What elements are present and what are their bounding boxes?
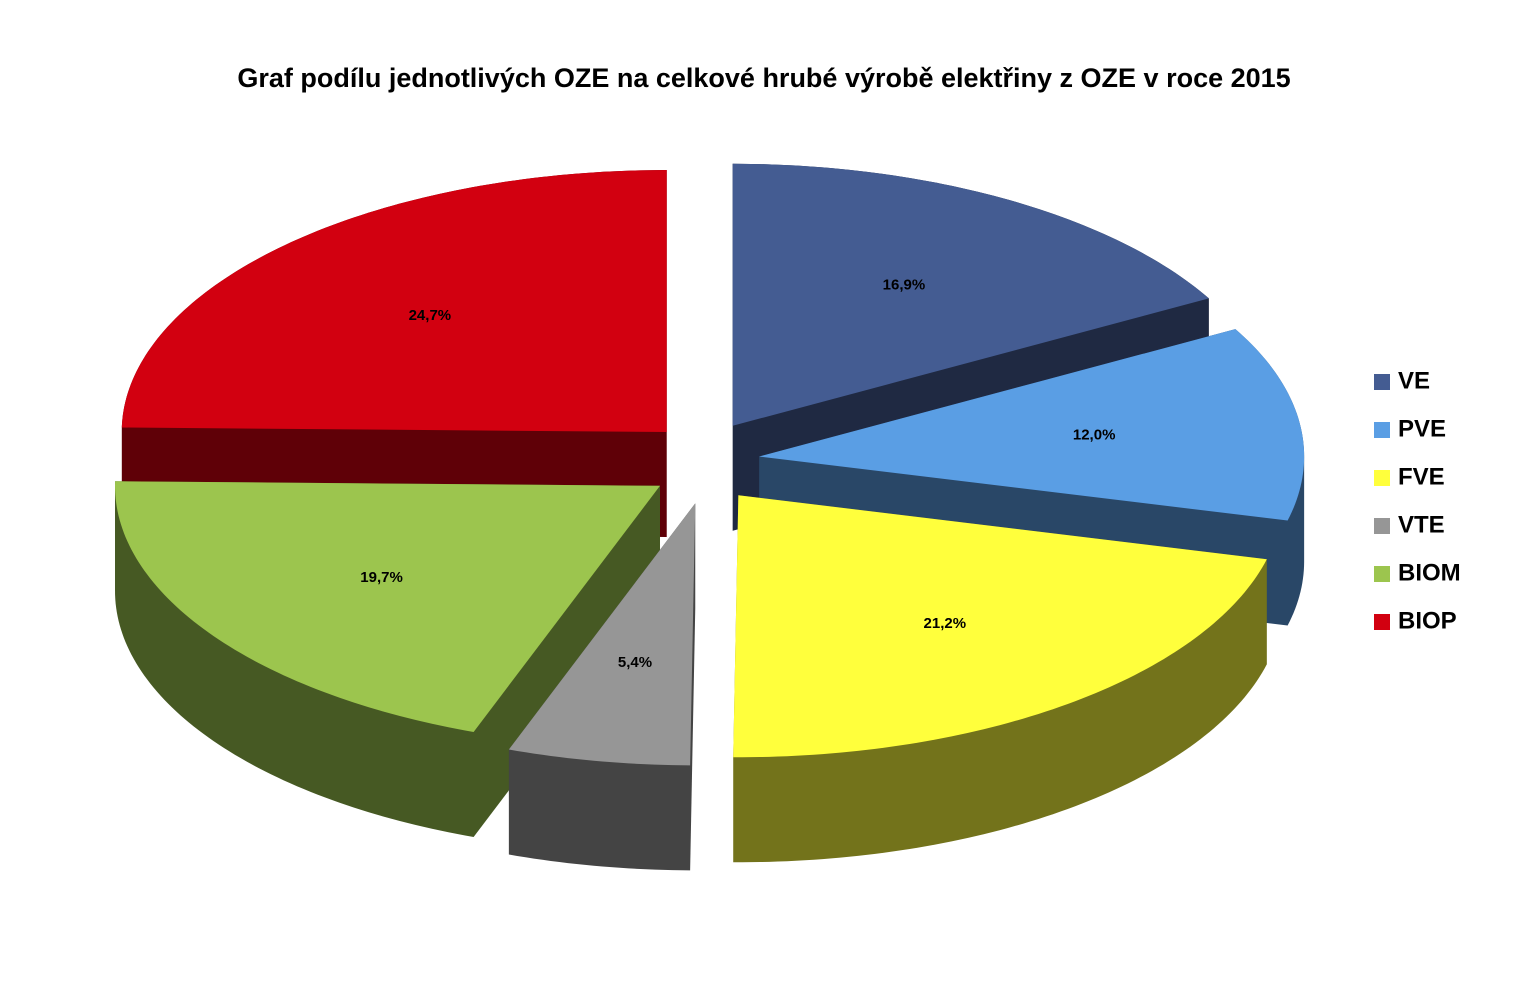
- slice: [733, 495, 1267, 758]
- legend-swatch: [1374, 422, 1390, 438]
- value-label: 24,7%: [409, 307, 452, 324]
- legend-swatch: [1374, 518, 1390, 534]
- legend-swatch: [1374, 470, 1390, 486]
- slice: [115, 481, 661, 732]
- legend-swatch: [1374, 566, 1390, 582]
- value-label: 19,7%: [360, 569, 403, 586]
- value-label: 12,0%: [1073, 426, 1116, 443]
- chart-title: Graf podílu jednotlivých OZE na celkové …: [237, 63, 1290, 93]
- legend-label: VE: [1398, 367, 1430, 394]
- legend-label: PVE: [1398, 415, 1446, 442]
- slice: [759, 329, 1305, 521]
- legend-label: VTE: [1398, 511, 1445, 538]
- value-label: 21,2%: [924, 615, 967, 632]
- legend-label: BIOP: [1398, 607, 1457, 634]
- legend-swatch: [1374, 374, 1390, 390]
- value-label: 16,9%: [883, 277, 926, 294]
- legend-label: FVE: [1398, 463, 1445, 490]
- legend-label: BIOM: [1398, 559, 1461, 586]
- slice: [732, 163, 1209, 426]
- value-label: 5,4%: [618, 654, 652, 671]
- slice: [508, 503, 696, 766]
- legend-swatch: [1374, 614, 1390, 630]
- slice: [121, 170, 667, 433]
